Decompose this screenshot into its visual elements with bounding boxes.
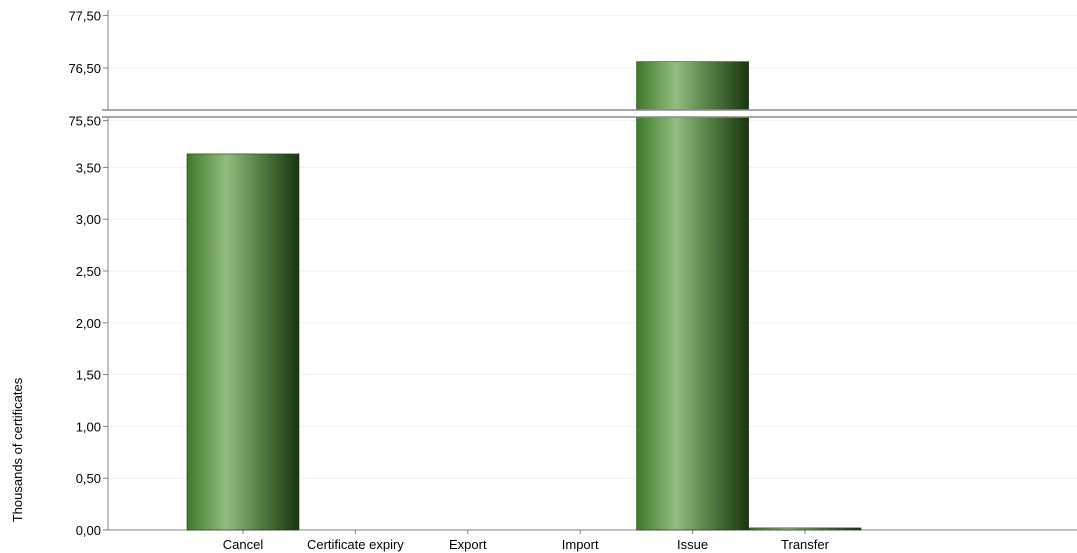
x-category-label: Issue <box>677 537 708 552</box>
y-tick-label: 0,00 <box>76 523 101 538</box>
y-tick-label: 76,50 <box>68 61 101 76</box>
x-category-label: Export <box>449 537 487 552</box>
y-tick-label: 75,50 <box>68 114 101 129</box>
y-tick-label: 77,50 <box>68 8 101 23</box>
axis-break <box>102 110 1077 117</box>
bars <box>187 62 861 530</box>
y-tick-label: 1,00 <box>76 419 101 434</box>
y-tick-label: 3,00 <box>76 212 101 227</box>
x-category-label: Certificate expiry <box>307 537 404 552</box>
y-tick-label: 2,00 <box>76 316 101 331</box>
y-axis-title: Thousands of certificates <box>10 377 25 522</box>
y-tick-label: 2,50 <box>76 264 101 279</box>
bar-cancel <box>187 154 299 530</box>
x-category-label: Cancel <box>223 537 264 552</box>
y-tick-label: 3,50 <box>76 160 101 175</box>
axis-break-gap <box>102 110 1077 117</box>
y-tick-label: 0,50 <box>76 471 101 486</box>
x-category-label: Transfer <box>781 537 830 552</box>
bar-issue <box>637 62 749 530</box>
x-category-label: Import <box>562 537 599 552</box>
y-tick-label: 1,50 <box>76 368 101 383</box>
bar-transfer <box>749 528 861 530</box>
